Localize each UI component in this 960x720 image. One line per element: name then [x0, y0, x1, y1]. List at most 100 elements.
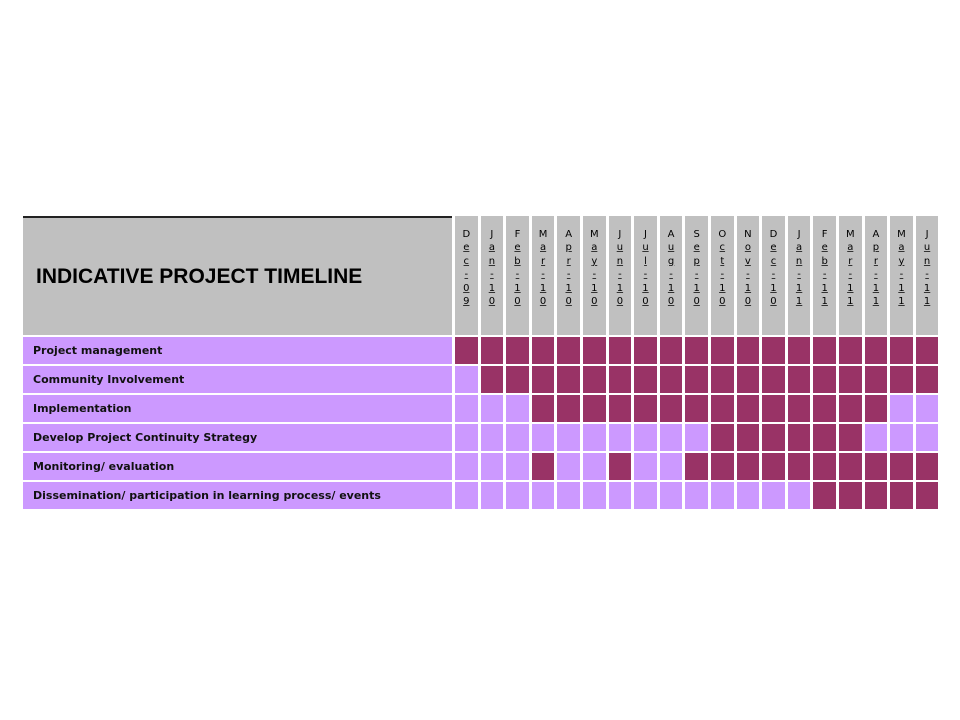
activity-label: Dissemination/ participation in learning… [23, 482, 452, 509]
timeline-cell-active [711, 424, 734, 451]
timeline-cell-inactive [557, 482, 580, 509]
timeline-cell-inactive [455, 482, 478, 509]
timeline-cell-active [634, 337, 657, 364]
timeline-cell-active [659, 366, 683, 393]
timeline-cell-active [608, 337, 632, 364]
timeline-cell-active [711, 395, 734, 422]
timeline-cell-active [685, 395, 708, 422]
timeline-cell-inactive [915, 424, 939, 451]
timeline-cell-active [787, 395, 811, 422]
timeline-cell-active [557, 337, 580, 364]
timeline-cell-inactive [506, 453, 529, 480]
timeline-cell-active [506, 337, 529, 364]
timeline-cell-active [659, 337, 683, 364]
timeline-cell-inactive [455, 424, 478, 451]
timeline-cell-inactive [890, 424, 913, 451]
timeline-cell-active [685, 453, 708, 480]
timeline-cell-active [864, 337, 888, 364]
timeline-cell-active [659, 395, 683, 422]
timeline-cell-active [531, 366, 555, 393]
timeline-cell-active [634, 366, 657, 393]
timeline-cell-active [915, 453, 939, 480]
timeline-cell-active [531, 337, 555, 364]
timeline-cell-inactive [685, 482, 708, 509]
timeline-cell-active [915, 366, 939, 393]
timeline-cell-active [455, 337, 478, 364]
timeline-cell-active [583, 366, 606, 393]
timeline-cell-inactive [506, 424, 529, 451]
timeline-cell-active [736, 366, 760, 393]
timeline-cell-active [839, 337, 862, 364]
timeline-cell-active [506, 366, 529, 393]
timeline-cell-active [762, 395, 785, 422]
timeline-cell-inactive [506, 395, 529, 422]
timeline-cell-active [864, 482, 888, 509]
timeline-cell-active [711, 453, 734, 480]
timeline-cell-active [634, 395, 657, 422]
timeline-cell-active [685, 337, 708, 364]
timeline-cell-inactive [711, 482, 734, 509]
timeline-cell-inactive [634, 424, 657, 451]
timeline-cell-active [557, 366, 580, 393]
timeline-cell-active [531, 395, 555, 422]
timeline-cell-active [736, 453, 760, 480]
timeline-cell-inactive [634, 482, 657, 509]
timeline-cell-active [813, 482, 836, 509]
timeline-cell-inactive [506, 482, 529, 509]
timeline-cell-active [813, 395, 836, 422]
timeline-title: INDICATIVE PROJECT TIMELINE [36, 264, 363, 288]
timeline-cell-inactive [583, 453, 606, 480]
timeline-cell-inactive [890, 395, 913, 422]
timeline-cell-active [839, 482, 862, 509]
timeline-cell-active [864, 395, 888, 422]
timeline-cell-inactive [480, 395, 504, 422]
timeline-cell-active [813, 453, 836, 480]
timeline-cell-active [864, 453, 888, 480]
timeline-cell-active [736, 337, 760, 364]
timeline-cell-inactive [480, 424, 504, 451]
timeline-cell-active [608, 366, 632, 393]
timeline-cell-active [711, 366, 734, 393]
timeline-cell-inactive [736, 482, 760, 509]
timeline-cell-active [915, 337, 939, 364]
timeline-cell-inactive [608, 482, 632, 509]
timeline-cell-active [787, 424, 811, 451]
timeline-cell-inactive [480, 482, 504, 509]
timeline-cell-active [480, 337, 504, 364]
timeline-cell-inactive [455, 395, 478, 422]
timeline-cell-inactive [659, 453, 683, 480]
timeline-cell-inactive [531, 482, 555, 509]
timeline-cell-active [583, 395, 606, 422]
timeline-cell-active [839, 366, 862, 393]
timeline-cell-active [813, 337, 836, 364]
timeline-cell-inactive [659, 424, 683, 451]
timeline-title-cell: INDICATIVE PROJECT TIMELINE [23, 216, 452, 335]
timeline-cell-active [762, 453, 785, 480]
timeline-cell-inactive [531, 424, 555, 451]
timeline-cell-inactive [583, 424, 606, 451]
timeline-cell-active [787, 453, 811, 480]
timeline-cell-active [890, 337, 913, 364]
activity-label: Implementation [23, 395, 452, 422]
timeline-cell-inactive [864, 424, 888, 451]
timeline-cell-active [787, 366, 811, 393]
timeline-cell-active [915, 482, 939, 509]
timeline-cell-active [890, 482, 913, 509]
timeline-cell-active [890, 453, 913, 480]
timeline-cell-active [864, 366, 888, 393]
timeline-cell-active [608, 395, 632, 422]
